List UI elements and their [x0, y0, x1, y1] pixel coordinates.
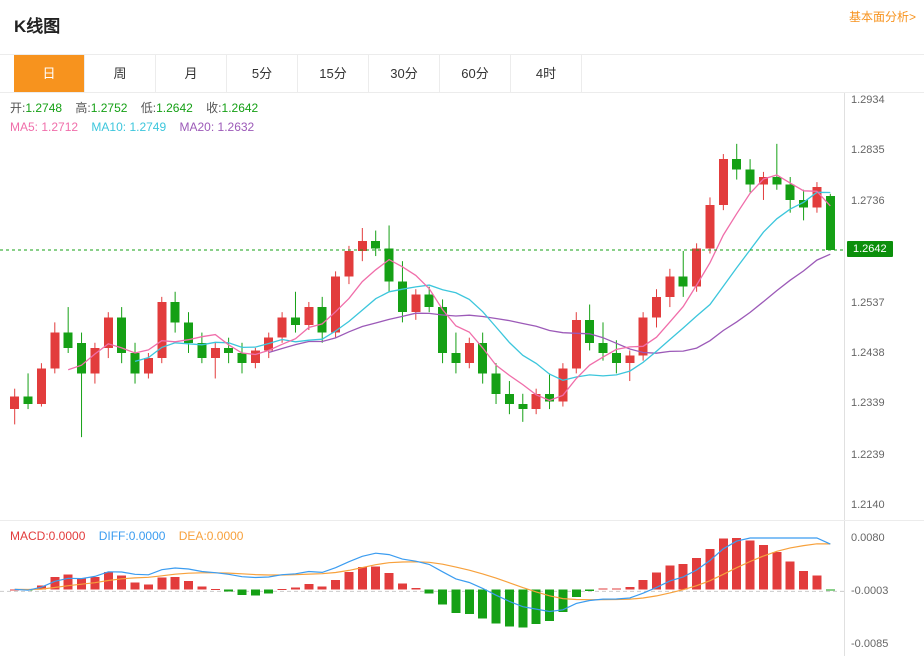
dea-value: 0.0000 — [206, 529, 244, 543]
ma10-label: MA10: — [91, 120, 127, 134]
high-value: 1.2752 — [90, 101, 128, 115]
y-axis-label: 1.2239 — [851, 448, 885, 461]
y-axis-label: 1.2339 — [851, 397, 885, 410]
main-chart-panel: 开:1.2748 高:1.2752 低:1.2642 收:1.2642 MA5:… — [0, 93, 924, 520]
ma-legend: MA5: 1.2712 MA10: 1.2749 MA20: 1.2632 — [10, 120, 264, 134]
tab-30min[interactable]: 30分 — [369, 55, 440, 92]
tab-60min[interactable]: 60分 — [440, 55, 511, 92]
close-value: 1.2642 — [221, 101, 259, 115]
close-label: 收: — [206, 101, 222, 115]
ma5-label: MA5: — [10, 120, 39, 134]
interval-tabs: 日周月 5分 15分 30分 60分 4时 — [0, 55, 924, 93]
page-title: K线图 — [14, 17, 61, 36]
macd-axis-label: -0.0085 — [851, 638, 889, 650]
y-axis-label: 1.2736 — [851, 194, 885, 207]
macd-chart — [0, 521, 845, 656]
y-axis-label: 1.2438 — [851, 346, 885, 359]
diff-value: 0.0000 — [128, 529, 166, 543]
low-value: 1.2642 — [156, 101, 193, 115]
tab-day[interactable]: 日 — [14, 55, 85, 92]
tab-5min[interactable]: 5分 — [227, 55, 298, 92]
y-axis-label: 1.2140 — [851, 499, 885, 511]
header: K线图 基本面分析> — [0, 0, 924, 55]
diff-label: DIFF: — [98, 529, 129, 543]
tab-15min[interactable]: 15分 — [298, 55, 369, 92]
tab-4hour[interactable]: 4时 — [511, 55, 582, 92]
ohlc-legend: 开:1.2748 高:1.2752 低:1.2642 收:1.2642 — [10, 99, 268, 116]
macd-legend: MACD:0.0000 DIFF:0.0000 DEA:0.0000 — [10, 529, 253, 543]
macd-axis-label: 0.0080 — [851, 532, 885, 544]
open-label: 开: — [10, 101, 26, 115]
open-value: 1.2748 — [25, 101, 63, 115]
macd-value: 0.0000 — [48, 529, 86, 543]
dea-label: DEA: — [178, 529, 207, 543]
macd-label: MACD: — [10, 529, 49, 543]
tab-week[interactable]: 周 — [85, 55, 156, 92]
low-label: 低: — [140, 101, 157, 115]
ma5-value: 1.2712 — [41, 120, 79, 134]
ma20-label: MA20: — [179, 120, 215, 134]
high-label: 高: — [75, 101, 91, 115]
candlestick-chart[interactable] — [0, 93, 845, 520]
y-axis-label: 1.2537 — [851, 296, 885, 309]
current-price-tag: 1.2642 — [847, 240, 893, 257]
y-axis-label: 1.2934 — [851, 94, 885, 106]
tab-month[interactable]: 月 — [156, 55, 227, 92]
macd-axis-label: -0.0003 — [851, 585, 889, 598]
ma20-value: 1.2632 — [217, 120, 255, 134]
y-axis-label: 1.2835 — [851, 144, 885, 157]
fundamental-analysis-link[interactable]: 基本面分析> — [848, 10, 916, 24]
macd-panel: MACD:0.0000 DIFF:0.0000 DEA:0.0000 0.008… — [0, 520, 924, 656]
ma10-value: 1.2749 — [129, 120, 167, 134]
